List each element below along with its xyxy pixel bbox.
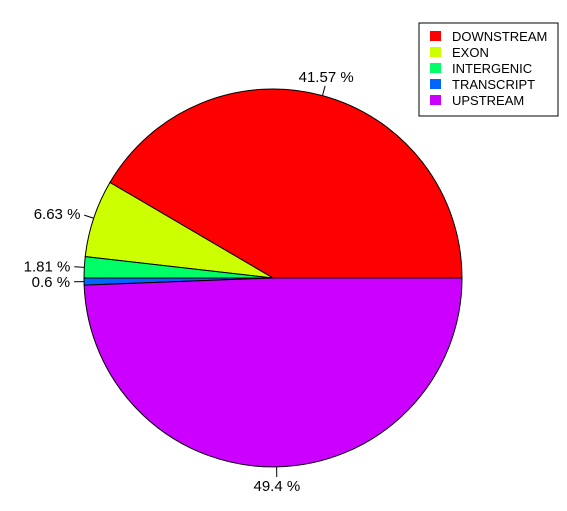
legend-swatch-upstream — [430, 95, 441, 105]
legend-box — [418, 22, 559, 117]
legend-label-intergenic: INTERGENIC — [452, 61, 532, 76]
pct-label-downstream: 41.57 % — [299, 69, 354, 86]
legend-swatch-intergenic — [430, 63, 441, 73]
pct-label-transcript: 0.6 % — [32, 274, 70, 291]
legend-label-exon: EXON — [452, 45, 489, 60]
legend-label-upstream: UPSTREAM — [452, 93, 524, 108]
pie-slices — [83, 88, 463, 468]
legend-label-transcript: TRANSCRIPT — [452, 77, 535, 92]
pct-label-exon: 6.63 % — [34, 206, 81, 223]
legend: DOWNSTREAMEXONINTERGENICTRANSCRIPTUPSTRE… — [418, 22, 559, 117]
leader-line-exon — [84, 214, 94, 219]
leader-line-downstream — [322, 85, 326, 96]
legend-swatch-downstream — [430, 31, 441, 41]
pie-slice-upstream — [83, 277, 463, 468]
pie-labels: 41.57 % 6.63 % 1.81 %0.6 % 49.4 % — [24, 69, 354, 495]
leader-line-intergenic — [74, 266, 85, 268]
pct-label-intergenic: 1.81 % — [24, 259, 71, 276]
pct-label-upstream: 49.4 % — [254, 478, 301, 495]
legend-swatch-exon — [430, 47, 441, 57]
legend-swatch-transcript — [430, 79, 441, 89]
legend-label-downstream: DOWNSTREAM — [452, 29, 547, 44]
